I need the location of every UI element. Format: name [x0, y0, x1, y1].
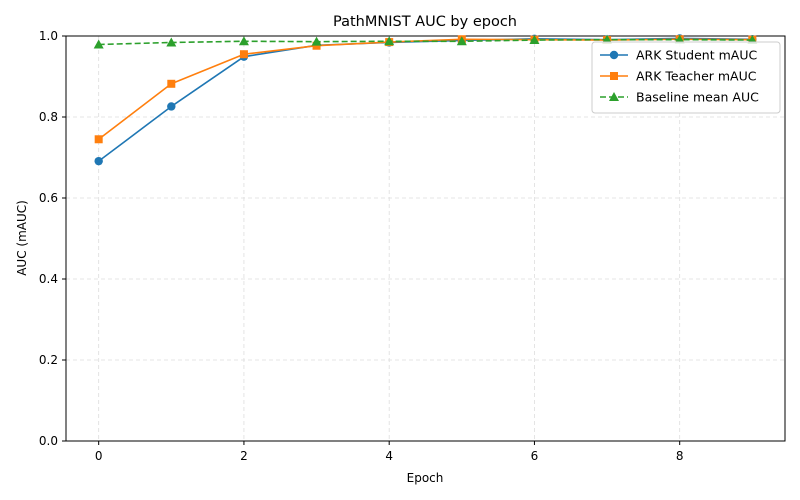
x-tick-label: 0 [95, 449, 103, 463]
legend-marker [609, 50, 619, 60]
y-tick-label: 0.4 [39, 272, 58, 286]
data-point [167, 102, 176, 111]
legend-entry: ARK Student mAUC [600, 48, 757, 63]
data-point [311, 36, 322, 46]
y-tick-label: 0.0 [39, 434, 58, 448]
legend-label: ARK Student mAUC [636, 48, 757, 63]
data-point [384, 36, 395, 46]
data-point [94, 135, 103, 144]
plot-area-frame [65, 35, 786, 442]
data-point [94, 156, 103, 166]
data-point [166, 37, 177, 47]
y-tick-label: 0.6 [39, 191, 58, 205]
legend: ARK Student mAUC ARK Teacher mAUC Baseline… [591, 41, 781, 114]
x-tick-label: 4 [385, 449, 393, 463]
legend-label: Baseline mean AUC [636, 90, 759, 105]
x-tick-label: 8 [676, 449, 684, 463]
y-axis-label: AUC (mAUC) [15, 200, 29, 276]
legend-marker [610, 72, 618, 80]
data-point [238, 36, 249, 46]
legend-box [591, 41, 781, 114]
chart-title: PathMNIST AUC by epoch [333, 14, 517, 30]
legend-entry: ARK Teacher mAUC [600, 69, 757, 84]
legend-marker [609, 92, 619, 101]
legend-entry: Baseline mean AUC [600, 90, 759, 105]
axes: 0 2 4 6 8 0.0 0.2 0.4 0.6 0.8 1.0 [39, 29, 684, 463]
data-point [93, 39, 104, 49]
data-point [456, 36, 467, 46]
data-point [312, 41, 321, 50]
y-tick-label: 0.2 [39, 353, 58, 367]
legend-label: ARK Teacher mAUC [636, 69, 757, 84]
y-tick-label: 1.0 [39, 29, 58, 43]
data-point [167, 79, 176, 88]
x-axis-label: Epoch [407, 471, 444, 485]
x-tick-label: 6 [531, 449, 539, 463]
series-3 [93, 34, 758, 49]
data-point [239, 50, 248, 59]
data-point [602, 34, 613, 44]
data-point [674, 34, 685, 44]
y-tick-label: 0.8 [39, 110, 58, 124]
series-line [98, 38, 753, 46]
x-tick-label: 2 [240, 449, 248, 463]
data-point [529, 35, 540, 45]
